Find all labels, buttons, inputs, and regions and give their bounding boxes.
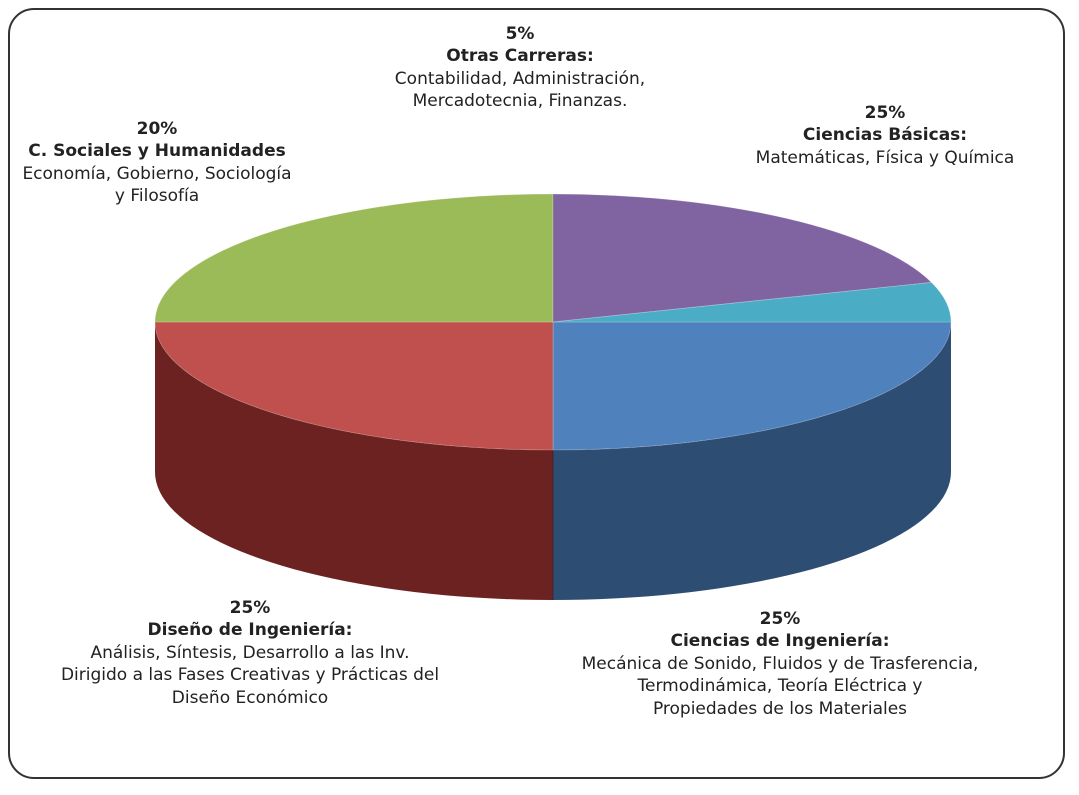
slice-percent: 25%	[759, 609, 801, 629]
pie-slice-diseno-de-ingenieria	[154, 193, 554, 323]
pie-side-ciencias-de-ingenieria	[155, 322, 553, 600]
slice-details: Mecánica de Sonido, Fluidos y de Trasfer…	[581, 653, 979, 719]
slice-percent: 25%	[864, 103, 906, 123]
label-sociales-humanidades: 20% C. Sociales y Humanidades Economía, …	[12, 118, 302, 208]
slice-category: Ciencias Básicas:	[802, 125, 968, 146]
pie-tops	[154, 193, 952, 451]
slice-category: Diseño de Ingeniería:	[147, 620, 353, 641]
label-otras-carreras: 5% Otras Carreras: Contabilidad, Adminis…	[380, 23, 660, 113]
pie-slice-ciencias-basicas	[552, 321, 952, 451]
slice-details: Economía, Gobierno, Sociología y Filosof…	[22, 163, 292, 207]
label-diseno-ingenieria: 25% Diseño de Ingeniería: Análisis, Sínt…	[40, 597, 460, 709]
slice-percent: 20%	[136, 119, 178, 139]
slice-category: Otras Carreras:	[446, 46, 594, 67]
slice-percent: 25%	[229, 598, 271, 618]
pie-slice-otras-carreras	[552, 282, 952, 323]
pie-slice-c-sociales-y-humanidades	[552, 193, 933, 323]
slice-category: Ciencias de Ingeniería:	[670, 631, 890, 652]
slice-category: C. Sociales y Humanidades	[28, 141, 286, 162]
slice-details: Matemáticas, Física y Química	[755, 147, 1015, 168]
slice-percent: 5%	[505, 24, 535, 44]
slice-details: Contabilidad, Administración, Mercadotec…	[394, 68, 646, 112]
label-ciencias-basicas: 25% Ciencias Básicas: Matemáticas, Físic…	[740, 102, 1030, 169]
pie-sides	[155, 322, 951, 600]
slice-details: Análisis, Síntesis, Desarrollo a las Inv…	[60, 642, 440, 708]
label-ciencias-ingenieria: 25% Ciencias de Ingeniería: Mecánica de …	[565, 608, 995, 720]
pie-slice-ciencias-de-ingenieria	[154, 321, 554, 451]
pie-side-ciencias-basicas	[553, 322, 951, 600]
